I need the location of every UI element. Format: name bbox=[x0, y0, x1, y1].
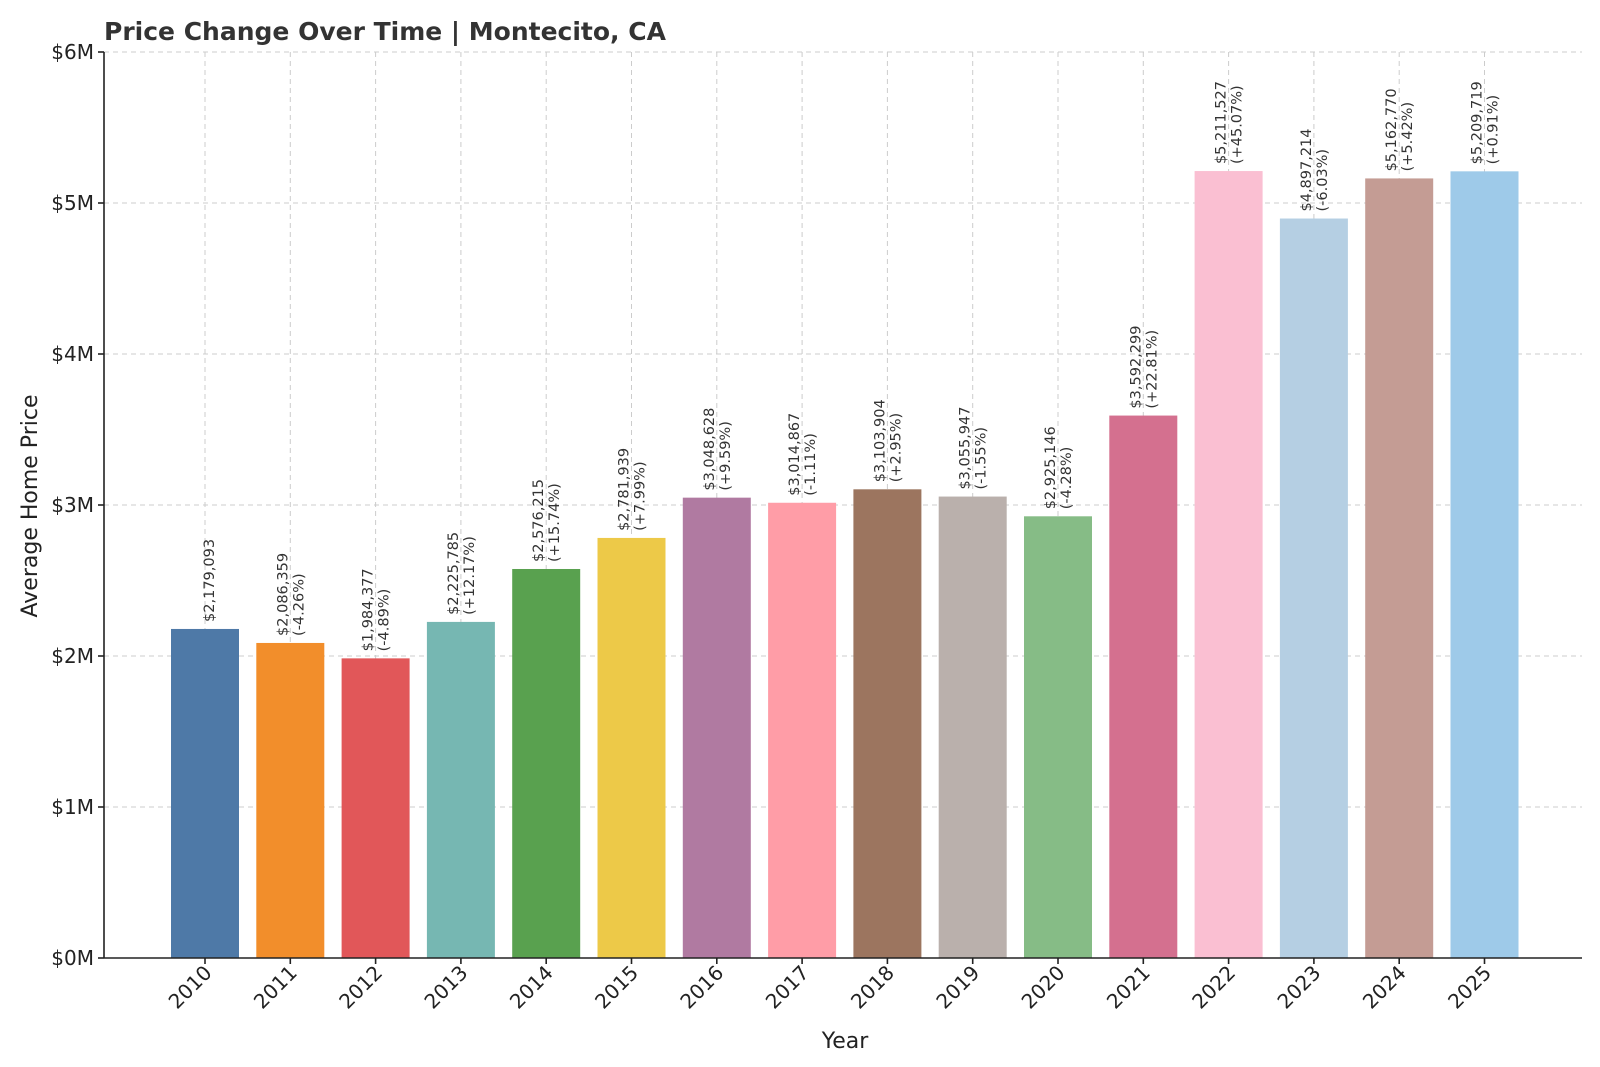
price-label: $4,897,214 bbox=[1299, 128, 1315, 211]
y-tick-label: $1M bbox=[51, 795, 94, 819]
bar-2015 bbox=[597, 537, 666, 958]
price-label: $5,162,770 bbox=[1384, 88, 1400, 171]
bar-2017 bbox=[768, 502, 837, 958]
bar-2011 bbox=[256, 642, 325, 958]
data-labels: $2,179,093 $2,086,359 (-4.26%) $1,984,377 (-… bbox=[202, 81, 1502, 651]
bar-2018 bbox=[853, 489, 922, 958]
price-label: $5,211,527 bbox=[1214, 81, 1230, 164]
y-tick-label: $0M bbox=[51, 946, 94, 970]
y-tick-label: $2M bbox=[51, 644, 94, 668]
bar-2020 bbox=[1024, 516, 1092, 958]
gridlines bbox=[104, 51, 1582, 958]
change-label: (+2.95%) bbox=[888, 413, 904, 483]
change-label: (+9.59%) bbox=[718, 421, 734, 491]
y-axis-ticks: $0M $1M $2M $3M $4M $5M $6M bbox=[51, 40, 104, 970]
x-axis-title: Year bbox=[821, 1029, 870, 1054]
change-label: (+15.74%) bbox=[547, 483, 563, 562]
bar-2014 bbox=[512, 568, 581, 958]
price-label: $2,086,359 bbox=[275, 553, 291, 636]
bar-2016 bbox=[682, 497, 751, 958]
x-tick-label: 2022 bbox=[1187, 961, 1240, 1014]
x-axis-ticks: 2010 2011 2012 2013 2014 2015 2016 2017 2018 2019… bbox=[164, 958, 1496, 1014]
price-label: $5,209,719 bbox=[1470, 81, 1486, 164]
bar-2025 bbox=[1450, 171, 1519, 959]
chart-title: Price Change Over Time | Montecito, CA bbox=[104, 17, 667, 46]
bar-2024 bbox=[1365, 178, 1434, 958]
price-label: $3,055,947 bbox=[958, 407, 974, 490]
change-label: (+22.81%) bbox=[1144, 330, 1160, 409]
change-label: (-6.03%) bbox=[1315, 149, 1331, 212]
bar-2023 bbox=[1279, 218, 1348, 958]
x-tick-label: 2017 bbox=[761, 961, 814, 1014]
x-tick-label: 2011 bbox=[249, 961, 302, 1014]
bar-2022 bbox=[1194, 171, 1263, 958]
price-label: $3,103,904 bbox=[872, 399, 888, 482]
bar-2013 bbox=[426, 621, 495, 958]
bar-2019 bbox=[938, 496, 1007, 958]
x-tick-label: 2023 bbox=[1272, 961, 1325, 1014]
x-tick-label: 2010 bbox=[164, 961, 217, 1014]
x-tick-label: 2024 bbox=[1358, 961, 1411, 1014]
x-tick-label: 2018 bbox=[846, 961, 899, 1014]
x-tick-label: 2012 bbox=[334, 961, 387, 1014]
price-label: $1,984,377 bbox=[361, 568, 377, 651]
price-label: $3,014,867 bbox=[787, 413, 803, 496]
change-label: (+7.99%) bbox=[633, 461, 649, 531]
x-tick-label: 2021 bbox=[1102, 961, 1155, 1014]
x-tick-label: 2015 bbox=[590, 961, 643, 1014]
x-tick-label: 2016 bbox=[675, 961, 728, 1014]
change-label: (+0.91%) bbox=[1486, 95, 1502, 165]
price-label: $2,225,785 bbox=[446, 532, 462, 615]
y-tick-label: $3M bbox=[51, 493, 94, 517]
x-tick-label: 2019 bbox=[931, 961, 984, 1014]
bar-2021 bbox=[1109, 415, 1178, 958]
change-label: (-4.26%) bbox=[291, 573, 307, 636]
price-label: $2,179,093 bbox=[202, 539, 218, 622]
price-label: $2,576,215 bbox=[531, 479, 547, 562]
change-label: (-4.89%) bbox=[377, 589, 393, 652]
change-label: (+5.42%) bbox=[1400, 102, 1416, 172]
y-axis-title: Average Home Price bbox=[18, 395, 43, 618]
price-label: $2,781,939 bbox=[617, 448, 633, 531]
change-label: (-4.28%) bbox=[1059, 447, 1075, 510]
change-label: (+12.17%) bbox=[462, 536, 478, 615]
x-tick-label: 2014 bbox=[505, 961, 558, 1014]
change-label: (+45.07%) bbox=[1230, 85, 1246, 164]
bar-2010 bbox=[171, 628, 239, 958]
x-tick-label: 2020 bbox=[1017, 961, 1070, 1014]
y-tick-label: $6M bbox=[51, 40, 94, 64]
x-tick-label: 2013 bbox=[419, 961, 472, 1014]
price-label: $3,048,628 bbox=[702, 408, 718, 491]
price-label: $2,925,146 bbox=[1043, 426, 1059, 509]
bars bbox=[171, 171, 1519, 959]
x-tick-label: 2025 bbox=[1443, 961, 1496, 1014]
change-label: (-1.55%) bbox=[974, 427, 990, 490]
bar-2012 bbox=[341, 658, 410, 958]
y-tick-label: $4M bbox=[51, 342, 94, 366]
y-tick-label: $5M bbox=[51, 191, 94, 215]
change-label: (-1.11%) bbox=[803, 433, 819, 496]
price-label: $3,592,299 bbox=[1128, 326, 1144, 409]
